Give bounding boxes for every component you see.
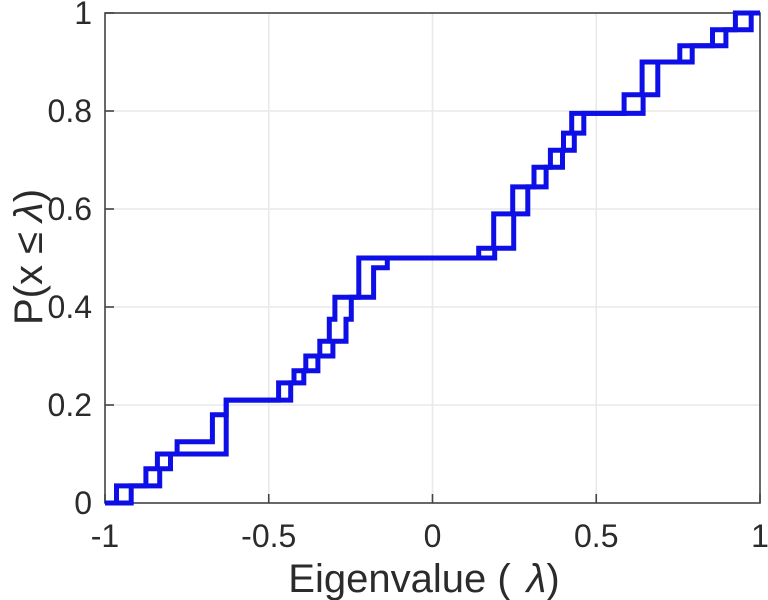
x-tick-label: -0.5	[241, 518, 296, 554]
y-tick-label: 0.4	[48, 289, 92, 325]
x-tick-label: 1	[751, 518, 768, 554]
y-tick-label: 0.8	[48, 93, 92, 129]
ecdf-step-lines	[105, 10, 760, 506]
y-axis-label: P(x ≤ λ)	[7, 189, 51, 325]
y-tick-label: 0.2	[48, 387, 92, 423]
lambda-symbol: λ	[7, 202, 51, 224]
x-axis-label-text: Eigenvalue (	[288, 557, 511, 600]
x-axis-label: Eigenvalue ( λ)	[288, 557, 559, 600]
gridlines	[105, 13, 760, 503]
ecdf-upper-line	[105, 10, 760, 506]
lambda-symbol: λ	[525, 557, 547, 600]
y-axis-label-text: P(x ≤	[7, 232, 51, 325]
x-tick-label: 0	[424, 518, 442, 554]
y-tick-label: 1	[74, 0, 92, 31]
y-axis-label-close: )	[7, 189, 51, 202]
x-tick-labels: -1 -0.5 0 0.5 1	[91, 518, 768, 554]
y-tick-label: 0.6	[48, 191, 92, 227]
x-tick-label: 0.5	[574, 518, 618, 554]
x-tick-label: -1	[91, 518, 119, 554]
ecdf-lower-line	[105, 10, 760, 506]
y-tick-label: 0	[74, 485, 92, 521]
y-tick-labels: 0 0.2 0.4 0.6 0.8 1	[48, 0, 92, 521]
x-axis-label-close: )	[546, 557, 559, 600]
